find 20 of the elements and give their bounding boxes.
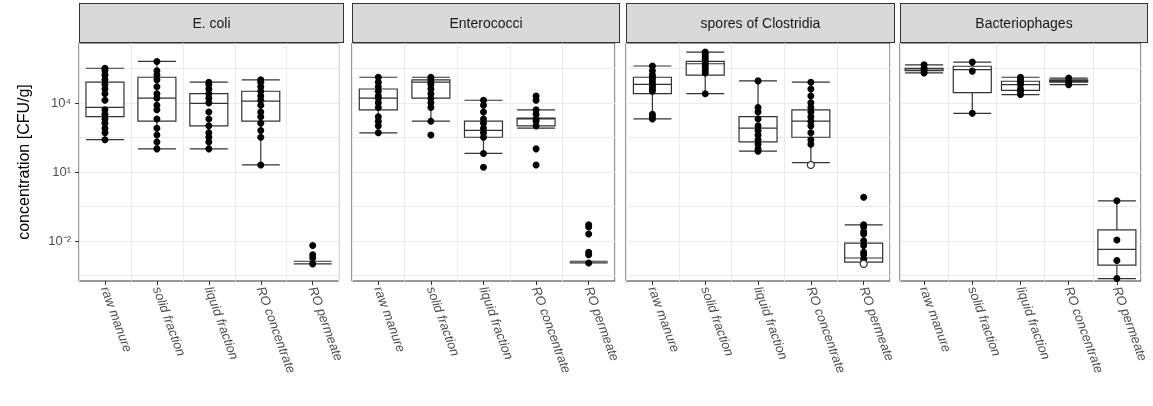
x-tick-label: raw manure [371, 284, 409, 355]
x-tick-label: liquid fraction [750, 284, 792, 362]
x-tick-label: solid fraction [698, 284, 738, 359]
x-tick-label: raw manure [917, 284, 955, 355]
chart-title: Bacteriophages [900, 3, 1148, 43]
x-tick-label: liquid fraction [476, 284, 517, 362]
x-tick-label: raw manure [645, 284, 683, 355]
x-tick-label: solid fraction [423, 284, 463, 359]
x-tick-label: solid fraction [965, 284, 1005, 359]
chart-title: spores of Clostridia [626, 3, 895, 43]
y-axis-title: concentration [CFU/g] [14, 84, 32, 240]
x-tick-label: liquid fraction [201, 284, 243, 362]
x-tick-label: raw manure [97, 284, 136, 355]
x-tick-label: liquid fraction [1013, 284, 1054, 362]
chart-title: E. coli [79, 3, 344, 43]
x-tick-label: solid fraction [149, 284, 189, 359]
chart-title: Enterococci [352, 3, 620, 43]
y-tick-label: 10⁻² [48, 233, 72, 249]
y-tick-label: 10¹ [52, 164, 72, 180]
y-tick-label: 10⁴ [50, 95, 71, 111]
